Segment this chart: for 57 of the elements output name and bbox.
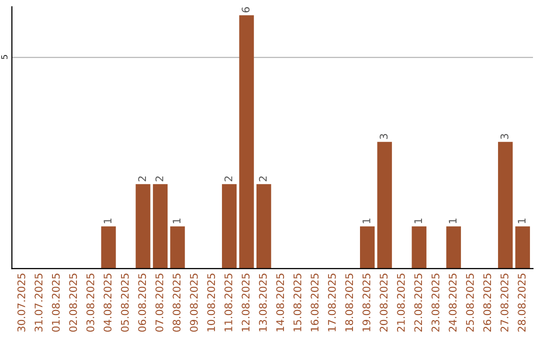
x-tick-label: 01.08.2025 <box>52 274 60 332</box>
x-tick-label: 24.08.2025 <box>448 274 457 332</box>
x-tick-label: 20.08.2025 <box>380 274 388 332</box>
x-tick-label: 19.08.2025 <box>362 274 370 332</box>
data-label: 6 <box>242 7 250 12</box>
x-tick-label: 18.08.2025 <box>345 274 354 332</box>
bar <box>446 226 461 269</box>
data-label: 1 <box>448 218 456 224</box>
x-tick-label: 15.08.2025 <box>293 274 302 332</box>
data-label: 1 <box>104 218 112 224</box>
bar <box>412 226 426 269</box>
x-tick-label: 21.08.2025 <box>396 274 405 332</box>
bar <box>498 142 513 269</box>
x-tick-label: 13.08.2025 <box>258 274 267 332</box>
x-tick-label: 16.08.2025 <box>310 274 319 332</box>
x-tick-label: 23.08.2025 <box>431 274 440 332</box>
data-label: 3 <box>500 134 508 140</box>
x-tick-label: 22.08.2025 <box>414 274 422 332</box>
x-tick-label: 10.08.2025 <box>207 274 216 332</box>
bar <box>256 184 272 269</box>
data-label: 1 <box>518 218 526 224</box>
x-tick-label: 12.08.2025 <box>242 274 250 332</box>
x-tick-label: 03.08.2025 <box>86 274 94 332</box>
x-tick-label: 05.08.2025 <box>120 274 129 332</box>
x-tick-label: 31.07.2025 <box>34 274 43 332</box>
data-label: 1 <box>362 218 370 224</box>
data-label: 2 <box>258 176 267 182</box>
y-tick-label: 5 <box>1 55 8 59</box>
bar <box>360 226 375 269</box>
x-tick-label: 28.08.2025 <box>518 274 526 332</box>
x-tick-label: 04.08.2025 <box>104 274 112 332</box>
data-label: 2 <box>224 176 232 182</box>
x-tick-label: 14.08.2025 <box>276 274 284 332</box>
x-tick-label: 17.08.2025 <box>328 274 336 332</box>
x-tick-label: 07.08.2025 <box>155 274 164 332</box>
x-tick-label: 26.08.2025 <box>483 274 492 332</box>
data-label: 1 <box>172 218 180 224</box>
data-label: 2 <box>138 176 146 182</box>
bar <box>377 142 392 269</box>
x-tick-label: 11.08.2025 <box>224 274 232 332</box>
x-tick-label: 08.08.2025 <box>172 274 181 332</box>
x-tick-label: 02.08.2025 <box>69 274 78 332</box>
bar <box>222 184 237 269</box>
bar <box>101 226 116 269</box>
data-label: 2 <box>155 176 164 182</box>
data-label: 3 <box>380 134 388 140</box>
bar <box>136 184 150 269</box>
x-tick-label: 27.08.2025 <box>500 274 508 332</box>
bar <box>239 15 254 269</box>
bar <box>515 226 530 269</box>
data-label: 1 <box>414 218 422 224</box>
bar <box>170 226 185 269</box>
x-tick-label: 06.08.2025 <box>138 274 146 332</box>
bar <box>152 184 168 269</box>
x-tick-label: 30.07.2025 <box>17 274 26 332</box>
x-tick-label: 09.08.2025 <box>190 274 198 332</box>
x-tick-label: 25.08.2025 <box>466 274 474 332</box>
